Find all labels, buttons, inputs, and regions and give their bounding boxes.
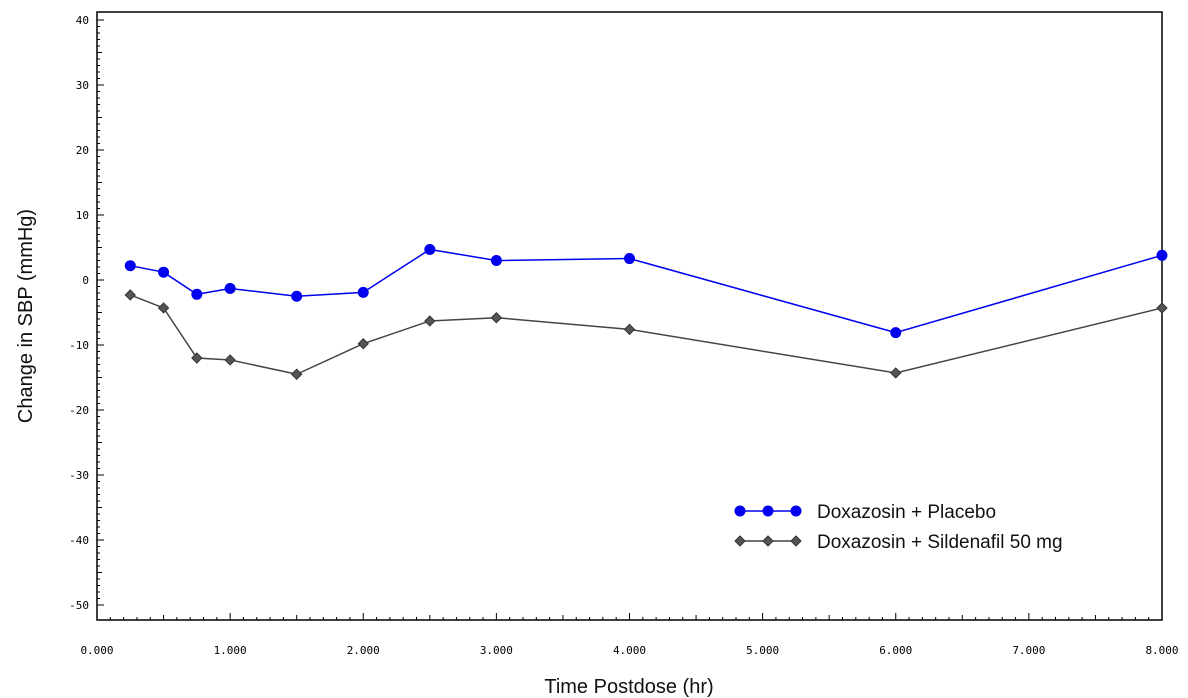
y-tick-label: -20 [69, 404, 89, 417]
y-tick-label: 30 [76, 79, 89, 92]
data-point [890, 327, 902, 339]
plot-frame [96, 11, 1163, 621]
x-tick-label: 4.000 [613, 644, 646, 657]
data-point [624, 253, 635, 265]
data-point [424, 243, 436, 255]
data-point [158, 266, 170, 278]
data-point [623, 323, 636, 336]
data-point [1156, 302, 1168, 314]
series-line [130, 248, 1163, 334]
data-point [291, 290, 303, 302]
y-tick-label: -50 [69, 599, 89, 612]
data-point [290, 368, 303, 380]
x-tick-label: 0.000 [80, 644, 113, 657]
x-tick-label: 3.000 [480, 644, 513, 657]
legend-marker [790, 535, 802, 547]
data-point [490, 311, 503, 324]
data-point [357, 286, 369, 298]
data-point [357, 337, 369, 350]
legend-marker [790, 505, 802, 517]
data-point [224, 354, 236, 366]
x-axis-title: Time Postdose (hr) [544, 676, 713, 698]
legend: Doxazosin + Placebo Doxazosin + Sildenafi… [734, 502, 1063, 553]
y-axis: -50 -40 -30 -20 -10 0 10 20 30 40 [69, 14, 104, 612]
series-line [130, 294, 1163, 376]
y-tick-label: 20 [76, 144, 89, 157]
legend-label: Doxazosin + Sildenafil 50 mg [817, 532, 1063, 553]
data-point [424, 315, 436, 327]
series-layer [124, 243, 1168, 380]
legend-marker [762, 505, 774, 517]
data-point [191, 288, 203, 300]
x-tick-label: 7.000 [1012, 644, 1045, 657]
series-1 [124, 243, 1168, 339]
legend-label: Doxazosin + Placebo [817, 502, 996, 523]
legend-marker [734, 505, 746, 517]
data-point [1156, 249, 1168, 261]
data-point [157, 302, 170, 314]
x-tick-label: 2.000 [347, 644, 380, 657]
x-tick-label: 5.000 [746, 644, 779, 657]
x-tick-label: 1.000 [214, 644, 247, 657]
data-point [124, 289, 136, 301]
x-axis: 0.000 1.000 2.000 3.000 4.000 5.000 6.000 7.000… [80, 613, 1179, 657]
y-tick-label: 0 [82, 274, 89, 287]
x-tick-label: 8.000 [1145, 644, 1178, 657]
series-2 [124, 289, 1168, 380]
data-point [191, 352, 203, 364]
y-tick-label: -10 [69, 339, 89, 352]
data-point [490, 255, 502, 266]
legend-marker [762, 535, 774, 547]
data-point [124, 260, 136, 272]
y-axis-title: Change in SBP (mmHg) [15, 209, 37, 423]
y-tick-label: -40 [69, 534, 89, 547]
y-tick-label: 40 [76, 14, 89, 27]
data-point [890, 367, 902, 379]
legend-marker [734, 535, 746, 547]
y-tick-label: -30 [69, 469, 89, 482]
data-point [224, 282, 236, 294]
x-tick-label: 6.000 [879, 644, 912, 657]
y-tick-label: 10 [76, 209, 89, 222]
